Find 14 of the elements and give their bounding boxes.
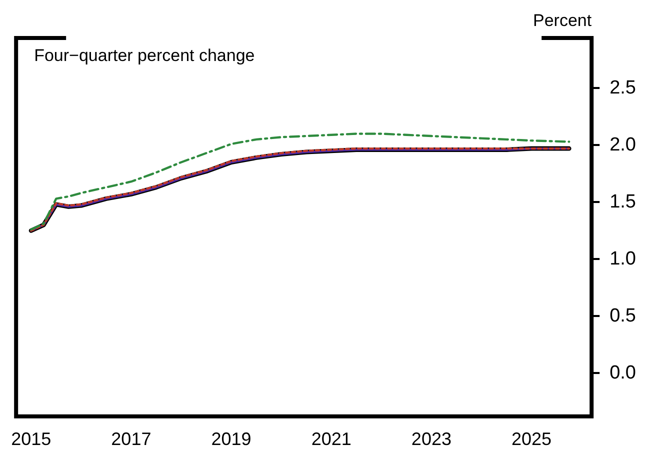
x-tick-label: 2017 — [111, 429, 152, 450]
y-tick-label: 1.5 — [610, 191, 636, 212]
y-tick-label: 0.5 — [610, 305, 636, 326]
annotation: Four−quarter percent change — [34, 46, 255, 66]
x-tick-label: 2015 — [11, 429, 52, 450]
x-tick-label: 2023 — [411, 429, 452, 450]
y-tick-label: 0.0 — [610, 362, 636, 384]
y-tick-label: 1.0 — [610, 248, 636, 270]
y-tick-label: 2.0 — [610, 134, 636, 156]
y-axis-title: Percent — [532, 11, 592, 30]
y-tick-label: 2.5 — [610, 77, 636, 98]
x-tick-label: 2025 — [512, 429, 552, 450]
x-tick-label: 2019 — [211, 429, 252, 450]
x-tick-label: 2021 — [311, 429, 352, 450]
